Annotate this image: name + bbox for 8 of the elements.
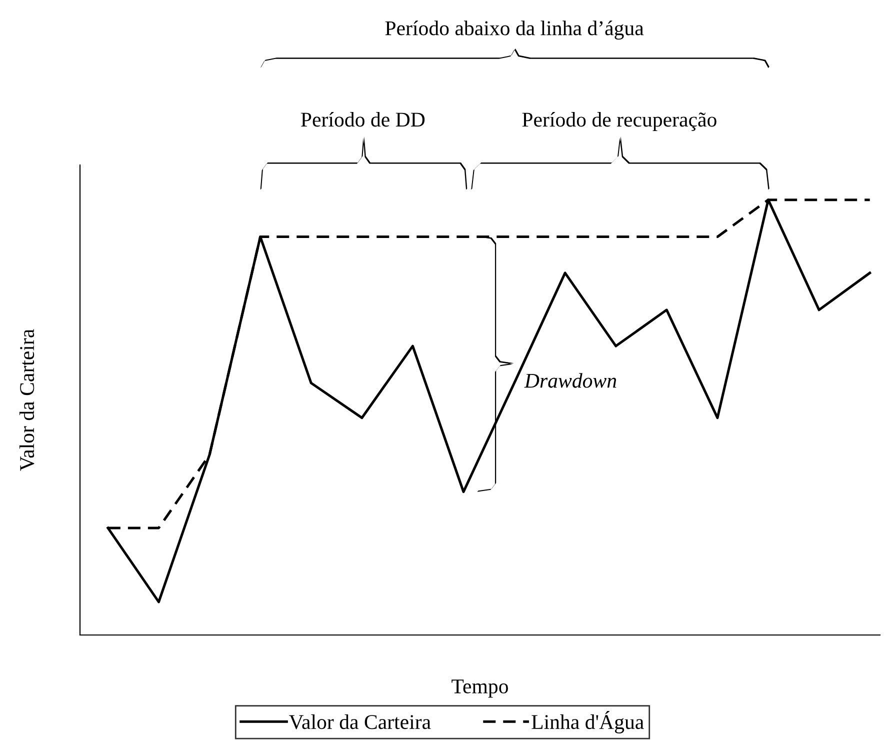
legend-label: Linha d'Água [532,711,644,734]
annotation: Drawdown [524,373,616,388]
legend-label: Valor da Carteira [289,714,431,730]
text: Período de recuperação [522,112,716,131]
text: Período abaixo da linha d’água [385,20,644,40]
y-axis-title: Valor da Carteira [19,329,34,471]
text: Período de DD [301,112,425,127]
x-axis-title: Tempo [452,680,508,698]
